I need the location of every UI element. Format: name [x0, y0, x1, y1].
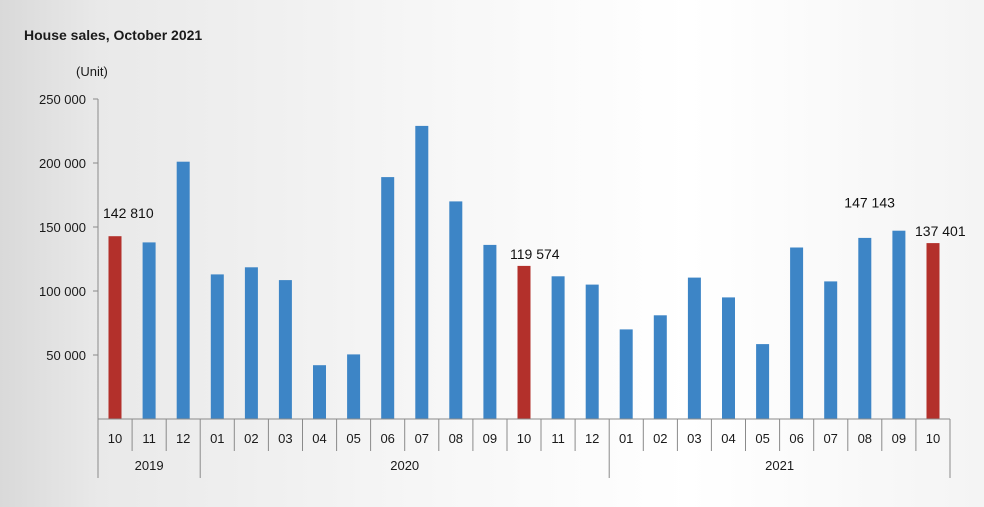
x-tick-label: 10	[517, 431, 531, 446]
bar	[790, 247, 804, 419]
x-axis: 10 11 12 01 02 03 04 05 06 07 08 09 10 11 12 01 02 03 04 05…	[97, 418, 951, 478]
year-label: 2021	[765, 458, 794, 473]
x-tick-label: 09	[483, 431, 497, 446]
y-tick-label: 250 000	[39, 92, 86, 107]
data-label: 119 574	[510, 246, 560, 262]
data-labels: 142 810 119 574 147 143 137 401	[103, 195, 966, 262]
bar	[347, 354, 361, 419]
y-tick-label: 150 000	[39, 220, 86, 235]
bar	[756, 344, 770, 419]
bar	[483, 244, 497, 419]
bar	[278, 280, 292, 419]
x-tick-label: 07	[823, 431, 837, 446]
y-tick-label: 100 000	[39, 284, 86, 299]
data-label: 137 401	[915, 223, 966, 239]
x-tick-label: 10	[108, 431, 122, 446]
data-label: 142 810	[103, 205, 154, 221]
bar	[210, 274, 224, 419]
x-tick-label: 08	[858, 431, 872, 446]
bar	[722, 297, 735, 419]
x-tick-label: 01	[210, 431, 224, 446]
x-tick-label: 06	[789, 431, 803, 446]
bar	[653, 315, 667, 419]
bar	[176, 161, 190, 419]
y-axis-unit: (Unit)	[76, 64, 108, 79]
x-tick-label: 03	[278, 431, 292, 446]
x-tick-label: 03	[687, 431, 701, 446]
chart-title: House sales, October 2021	[24, 27, 202, 43]
y-axis: 50 000 100 000 150 000 200 000 250 000	[39, 92, 99, 419]
bar	[415, 125, 429, 420]
bar	[687, 277, 701, 419]
highlighted-bar	[926, 243, 940, 419]
bar	[381, 177, 395, 419]
x-tick-label: 12	[585, 431, 599, 446]
bar	[824, 281, 838, 419]
bar	[892, 230, 906, 419]
bar	[244, 267, 258, 419]
highlighted-bar	[108, 236, 122, 419]
x-tick-label: 11	[142, 431, 156, 446]
bar	[551, 276, 565, 419]
bar	[313, 365, 326, 419]
bar	[585, 284, 599, 419]
year-label: 2020	[390, 458, 419, 473]
highlighted-bar	[517, 265, 531, 419]
x-tick-label: 07	[415, 431, 429, 446]
bar	[619, 329, 633, 419]
year-label: 2019	[135, 458, 164, 473]
x-tick-label: 02	[244, 431, 258, 446]
x-tick-label: 12	[176, 431, 190, 446]
x-tick-label: 09	[892, 431, 906, 446]
x-tick-label: 04	[721, 431, 735, 446]
x-tick-label: 10	[926, 431, 940, 446]
bar	[142, 242, 156, 419]
bar	[858, 237, 872, 419]
x-tick-label: 01	[619, 431, 633, 446]
x-tick-label: 02	[653, 431, 667, 446]
x-tick-label: 04	[312, 431, 326, 446]
x-tick-label: 08	[449, 431, 463, 446]
y-tick-label: 50 000	[46, 348, 86, 363]
x-tick-label: 11	[551, 431, 565, 446]
x-tick-label: 05	[346, 431, 360, 446]
bars	[108, 125, 940, 420]
y-tick-label: 200 000	[39, 156, 86, 171]
bar	[449, 201, 463, 419]
data-label: 147 143	[844, 195, 895, 211]
x-tick-label: 06	[380, 431, 394, 446]
x-tick-label: 05	[755, 431, 769, 446]
